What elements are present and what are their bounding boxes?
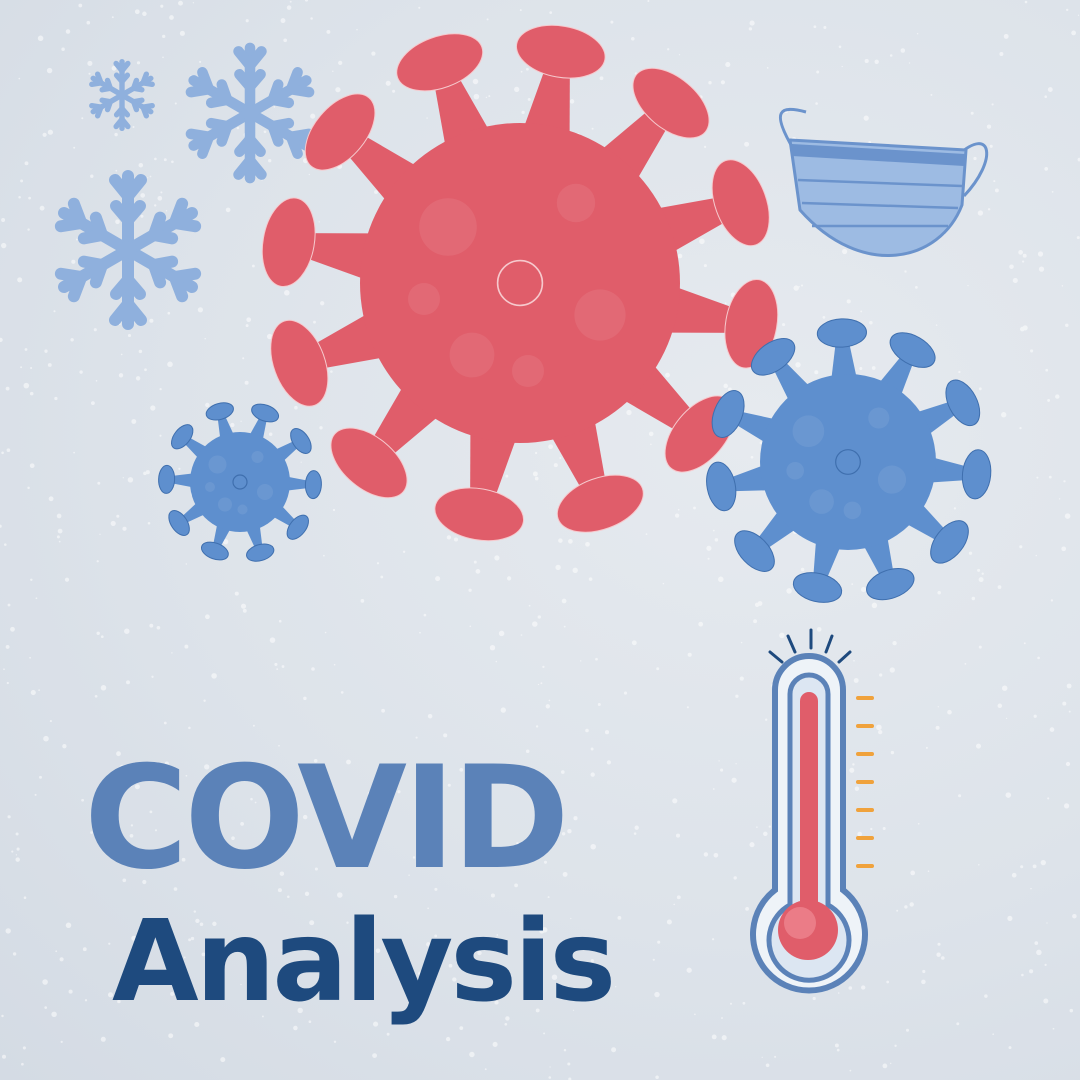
virus-icon bbox=[261, 24, 779, 542]
snowflake-icon bbox=[61, 176, 195, 324]
title-line-covid: COVID bbox=[84, 736, 570, 901]
snowflake-icon bbox=[191, 48, 309, 178]
thermometer-icon bbox=[750, 628, 874, 994]
virus-icon bbox=[706, 318, 992, 603]
snowflake-icon bbox=[92, 62, 152, 129]
title-line-analysis: Analysis bbox=[112, 897, 616, 1027]
virus-icon bbox=[158, 402, 322, 562]
face-mask-icon bbox=[778, 107, 989, 257]
